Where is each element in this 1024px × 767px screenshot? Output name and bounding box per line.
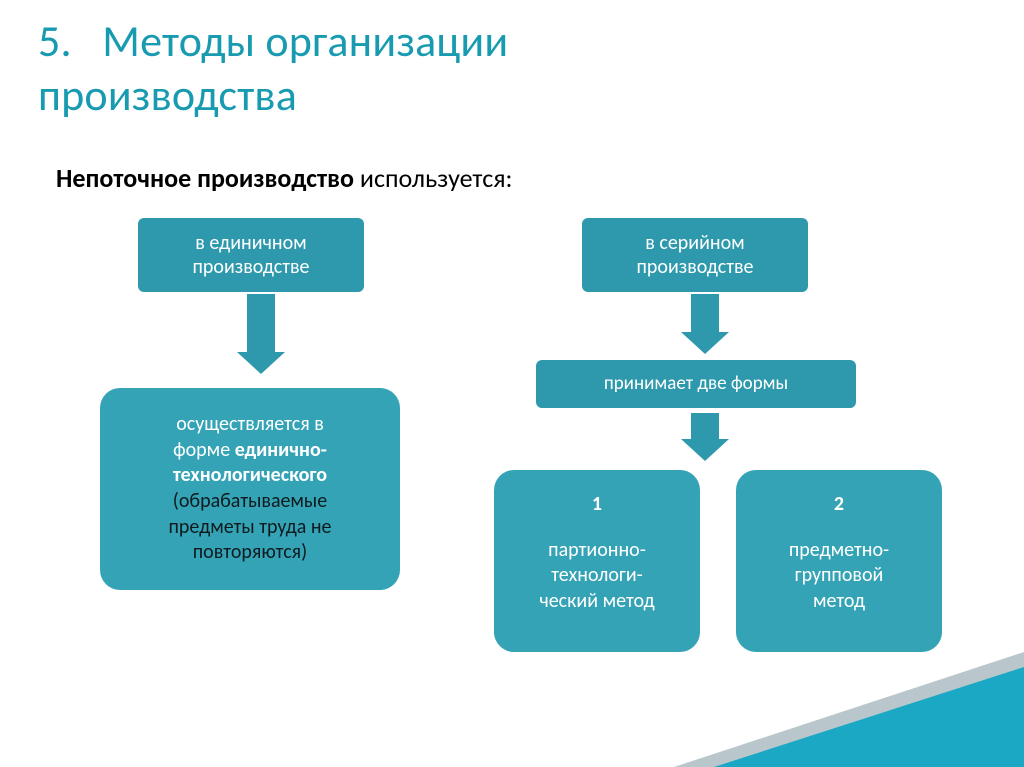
lb-l2b: единично- xyxy=(235,438,327,462)
title-number: 5. xyxy=(38,14,72,68)
box-single-production: в единичном производстве xyxy=(138,218,364,292)
b2-num: 2 xyxy=(834,492,844,518)
lb-l2a: форме xyxy=(173,438,235,462)
box-two-forms: принимает две формы xyxy=(536,360,856,408)
decor-triangle-accent xyxy=(714,667,1024,767)
box-single-tech-form: осуществляется в форме единично- техноло… xyxy=(100,388,400,590)
lb-l4: (обрабатываемые xyxy=(173,489,327,515)
b1-l2: технологи- xyxy=(551,563,643,589)
box-serial-l2: производстве xyxy=(636,255,753,279)
slide-title: 5. Методы организации производства xyxy=(38,14,994,122)
b2-l1: предметно- xyxy=(789,538,889,564)
arrow-down-left xyxy=(237,294,285,374)
lb-l6: повторяются) xyxy=(193,540,307,566)
box-single-l2: производстве xyxy=(192,255,309,279)
b1-l1: партионно- xyxy=(548,538,646,564)
subtitle-lead: Непоточное производство xyxy=(56,162,354,194)
b1-num: 1 xyxy=(592,492,602,518)
box-serial-production: в серийном производстве xyxy=(582,218,808,292)
subtitle-rest: используется: xyxy=(354,162,512,194)
box-method-1: 1 партионно- технологи- ческий метод xyxy=(494,470,700,652)
b1-l3: ческий метод xyxy=(539,589,654,615)
box-method-2: 2 предметно- групповой метод xyxy=(736,470,942,652)
lb-l5: предметы труда не xyxy=(168,515,331,541)
subtitle: Непоточное производство используется: xyxy=(56,162,513,194)
lb-l1: осуществляется в xyxy=(176,412,324,438)
b2-l2: групповой xyxy=(795,563,884,589)
box-serial-l1: в серийном xyxy=(636,231,753,255)
box-single-l1: в единичном xyxy=(192,231,309,255)
title-line2: производства xyxy=(38,68,297,122)
title-line1: Методы организации xyxy=(102,14,508,68)
two-forms-text: принимает две формы xyxy=(604,373,788,396)
arrow-down-right-1 xyxy=(681,294,729,354)
b2-l3: метод xyxy=(813,589,865,615)
lb-l3: технологического xyxy=(173,463,327,489)
arrow-down-right-2 xyxy=(681,413,729,461)
